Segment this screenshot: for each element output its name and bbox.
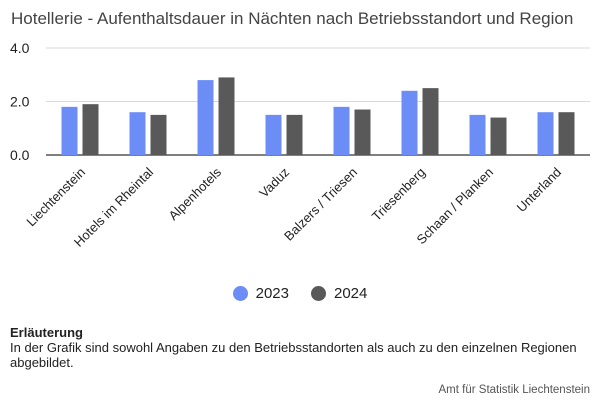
legend-item-2023[interactable]: 2023	[232, 285, 289, 302]
bar-2024-hotels-im-rheintal[interactable]	[150, 114, 167, 155]
legend-item-2024[interactable]: 2024	[311, 285, 367, 302]
bar-2023-triesenberg[interactable]	[401, 90, 418, 155]
bar-2024-schaan-planken[interactable]	[490, 117, 507, 155]
note-heading: Erläuterung	[10, 325, 83, 340]
bar-2023-alpenhotels[interactable]	[197, 80, 214, 155]
chart-title: Hotellerie - Aufenthaltsdauer in Nächten…	[11, 9, 574, 28]
y-tick-label: 0.0	[10, 147, 30, 163]
x-category-label: Alpenhotels	[165, 164, 224, 223]
legend: 2023 2024	[0, 285, 600, 302]
x-category-label: Balzers / Triesen	[281, 165, 360, 244]
bar-2023-hotels-im-rheintal[interactable]	[129, 112, 146, 155]
x-category-label: Liechtenstein	[23, 165, 88, 230]
bar-2024-alpenhotels[interactable]	[218, 77, 235, 155]
bar-2024-triesenberg[interactable]	[422, 88, 439, 155]
bar-2024-unterland[interactable]	[558, 112, 575, 155]
bar-2023-unterland[interactable]	[537, 112, 554, 155]
x-category-label: Unterland	[514, 165, 564, 215]
legend-label-2024: 2024	[334, 285, 368, 302]
bar-2024-liechtenstein[interactable]	[82, 104, 99, 155]
bar-2024-vaduz[interactable]	[286, 114, 303, 155]
source-credit: Amt für Statistik Liechtenstein	[438, 384, 590, 396]
bar-2023-balzers-triesen[interactable]	[333, 106, 350, 155]
explanation-note: Erläuterung In der Grafik sind sowohl An…	[10, 325, 590, 370]
legend-swatch-2024	[311, 286, 326, 301]
legend-swatch-2023	[232, 286, 248, 301]
bar-2024-balzers-triesen[interactable]	[354, 109, 371, 155]
bar-2023-vaduz[interactable]	[265, 114, 282, 155]
bar-2023-schaan-planken[interactable]	[469, 114, 486, 155]
x-category-label: Vaduz	[256, 165, 292, 201]
bar-2023-liechtenstein[interactable]	[61, 106, 78, 155]
x-category-label: Triesenberg	[369, 165, 428, 224]
legend-label-2023: 2023	[255, 285, 289, 302]
note-text: In der Grafik sind sowohl Angaben zu den…	[10, 340, 577, 370]
y-tick-label: 2.0	[10, 94, 30, 110]
y-tick-label: 4.0	[10, 40, 30, 56]
